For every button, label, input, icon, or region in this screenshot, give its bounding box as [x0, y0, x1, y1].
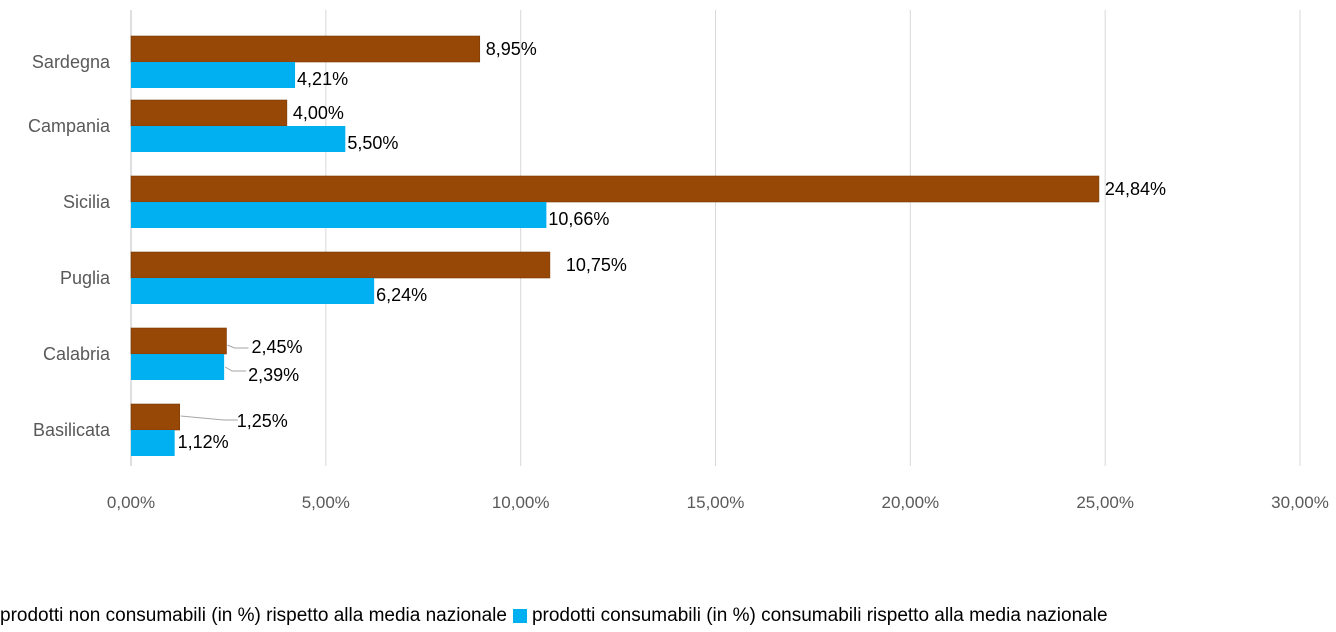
category-label: Sicilia: [63, 192, 111, 212]
x-tick-label: 20,00%: [881, 493, 939, 512]
data-label-non-consumabili: 4,00%: [293, 103, 344, 123]
legend-swatch-consumabili: [512, 609, 527, 623]
bar-consumabili: [131, 354, 225, 380]
bar-non-consumabili: [130, 251, 551, 279]
data-label-consumabili: 5,50%: [347, 133, 398, 153]
bar-consumabili: [131, 126, 346, 152]
x-tick-label: 15,00%: [687, 493, 745, 512]
data-label-non-consumabili: 8,95%: [486, 39, 537, 59]
bar-non-consumabili: [130, 99, 288, 127]
data-label-non-consumabili: 1,25%: [237, 411, 288, 431]
bar-consumabili: [131, 430, 175, 456]
x-tick-label: 30,00%: [1271, 493, 1329, 512]
bar-consumabili: [131, 202, 547, 228]
leader-line: [227, 344, 249, 349]
data-label-consumabili: 10,66%: [548, 209, 609, 229]
x-tick-label: 10,00%: [492, 493, 550, 512]
data-label-consumabili: 1,12%: [178, 432, 229, 452]
bar-chart: 0,00% 5,00% 10,00% 15,00% 20,00% 25,00% 30,00%…: [28, 10, 1329, 512]
x-tick-label: 25,00%: [1076, 493, 1134, 512]
category-label: Sardegna: [32, 52, 111, 72]
x-tick-label: 5,00%: [302, 493, 350, 512]
bar-consumabili: [131, 62, 296, 88]
leader-line: [180, 415, 238, 421]
data-label-consumabili: 2,39%: [248, 365, 299, 385]
bar-non-consumabili: [130, 175, 1100, 203]
leader-line: [224, 366, 247, 372]
category-label: Puglia: [60, 268, 111, 288]
legend: prodotti non consumabili (in %) rispetto…: [0, 600, 1336, 632]
legend-item-non-consumabili: prodotti non consumabili (in %) rispetto…: [0, 605, 507, 627]
data-label-non-consumabili: 24,84%: [1105, 179, 1166, 199]
bar-non-consumabili: [130, 35, 481, 63]
data-label-non-consumabili: 2,45%: [251, 337, 302, 357]
category-label: Basilicata: [33, 420, 111, 440]
bar-consumabili: [131, 278, 375, 304]
bar-non-consumabili: [130, 403, 181, 431]
legend-label-non-consumabili: prodotti non consumabili (in %) rispetto…: [0, 605, 507, 626]
data-label-consumabili: 4,21%: [297, 69, 348, 89]
category-label: Campania: [28, 116, 111, 136]
legend-label-consumabili: prodotti consumabili (in %) consumabili …: [531, 605, 1108, 626]
legend-item-consumabili: prodotti consumabili (in %) consumabili …: [507, 605, 1108, 627]
data-label-non-consumabili: 10,75%: [566, 255, 627, 275]
data-label-consumabili: 6,24%: [376, 285, 427, 305]
x-tick-label: 0,00%: [107, 493, 155, 512]
bar-non-consumabili: [130, 327, 227, 355]
category-label: Calabria: [43, 344, 111, 364]
